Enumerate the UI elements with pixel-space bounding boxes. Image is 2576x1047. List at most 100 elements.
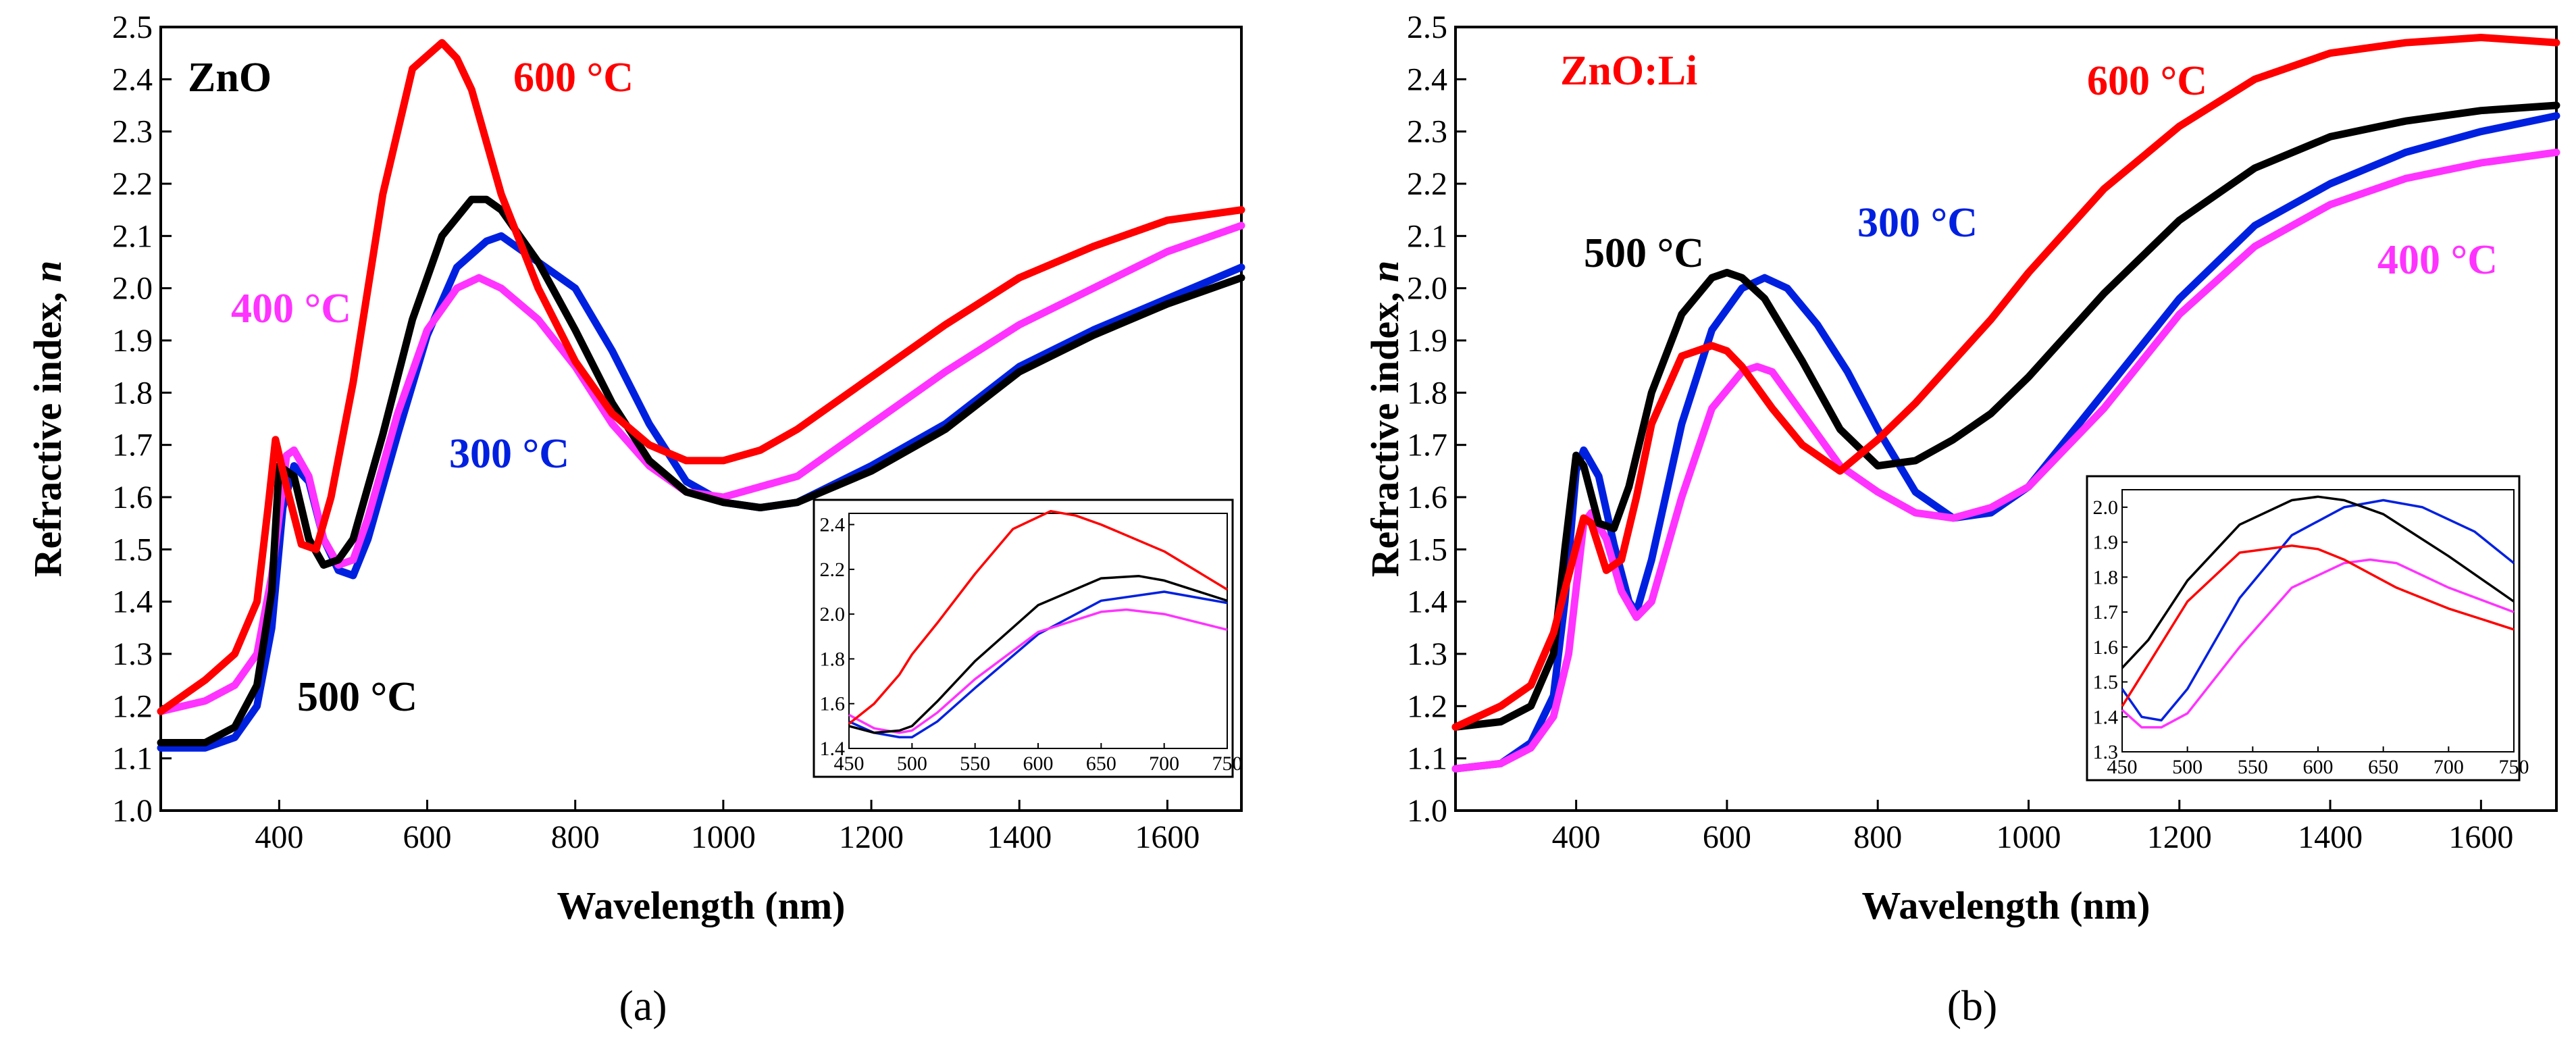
inset-y-tick-label: 1.8: [820, 648, 846, 670]
y-tick-label: 2.2: [112, 166, 153, 202]
y-tick-label: 2.2: [1407, 166, 1447, 202]
y-tick-label: 2.4: [112, 61, 153, 97]
inset-x-tick-label: 500: [2172, 756, 2203, 778]
y-tick-label: 1.2: [1407, 688, 1447, 724]
inset-x-tick-label: 650: [2368, 756, 2398, 778]
panel-b: 1.0 1.1 1.2 1.3 1.4 1.5 1.6 1.7 1.8 1.9 2.0 2.1 2.2 2…: [1363, 9, 2560, 1029]
y-tick-label: 2.3: [112, 114, 153, 150]
y-tick-label: 1.3: [1407, 636, 1447, 672]
inset-x-tick-label: 600: [2303, 756, 2334, 778]
x-axis: 400 600 800 1000 1200 1400 1600: [1552, 800, 2513, 855]
chart-title: ZnO: [188, 55, 272, 101]
y-axis-title: Refractive index, n: [26, 261, 70, 578]
y-tick-label: 2.1: [1407, 218, 1447, 254]
x-tick-label: 600: [1703, 819, 1751, 855]
inset-series-line-600-c: [848, 509, 1228, 725]
inset-x-tick-label: 450: [2107, 756, 2138, 778]
inset-y-tick-label: 1.4: [820, 738, 846, 760]
chart-title: ZnO:Li: [1560, 48, 1697, 94]
annotation-500: 500 °C: [297, 674, 417, 720]
y-axis: 1.0 1.1 1.2 1.3 1.4 1.5 1.6 1.7 1.8 1.9 2.0 2.1 2.2 2…: [1407, 9, 1466, 829]
inset-y-tick-label: 1.7: [2093, 601, 2119, 623]
y-tick-label: 1.5: [112, 532, 153, 567]
panel-label: (b): [1947, 981, 1998, 1029]
inset-frame: [813, 499, 1234, 778]
y-tick-label: 1.4: [112, 584, 153, 620]
y-tick-label: 1.7: [1407, 428, 1447, 463]
inset-x-tick-label: 500: [897, 752, 927, 775]
y-tick-label: 1.9: [112, 323, 153, 359]
y-tick-label: 1.0: [1407, 793, 1447, 829]
series-line-500-c: [1451, 101, 2560, 731]
y-axis: 1.0 1.1 1.2 1.3 1.4 1.5 1.6 1.7 1.8 1.9 2.0 2.1 2.2 2…: [112, 9, 172, 829]
x-tick-label: 800: [1853, 819, 1902, 855]
inset-y-tick-label: 2.0: [2093, 496, 2119, 519]
y-tick-label: 2.5: [112, 9, 153, 45]
x-tick-label: 1000: [1996, 819, 2061, 855]
y-tick-label: 1.0: [112, 793, 153, 829]
inset-x-tick-label: 550: [2238, 756, 2268, 778]
y-tick-label: 2.5: [1407, 9, 1447, 45]
x-tick-label: 1600: [2448, 819, 2513, 855]
y-tick-label: 1.4: [1407, 584, 1447, 620]
inset-x-tick-label: 700: [2433, 756, 2464, 778]
x-tick-label: 1400: [2298, 819, 2363, 855]
inset-series-line-300-c: [2121, 499, 2515, 722]
annotation-300: 300 °C: [1857, 200, 1978, 246]
inset-y-tick-label: 2.4: [820, 514, 846, 536]
y-tick-label: 1.9: [1407, 323, 1447, 359]
y-tick-label: 1.7: [112, 428, 153, 463]
inset-x-tick-label: 550: [960, 752, 990, 775]
inset-y-tick-label: 1.6: [2093, 636, 2119, 659]
panel-label: (a): [619, 981, 667, 1029]
x-tick-label: 1000: [691, 819, 756, 855]
inset-frame: [2086, 475, 2521, 782]
x-tick-label: 1600: [1135, 819, 1200, 855]
y-axis-title-symbol: n: [26, 261, 70, 282]
y-tick-label: 1.8: [112, 375, 153, 411]
y-tick-label: 1.3: [112, 636, 153, 672]
x-tick-label: 1200: [839, 819, 904, 855]
inset-chart: 1.3 1.4 1.5 1.6 1.7 1.8 1.9 2.0 450 500 550 600 650 7…: [2086, 475, 2529, 782]
y-tick-label: 1.6: [1407, 480, 1447, 515]
inset-x-tick-label: 450: [834, 752, 865, 775]
annotation-600: 600 °C: [513, 55, 634, 101]
inset-x-tick-label: 600: [1023, 752, 1054, 775]
inset-series-line-500-c: [848, 575, 1228, 734]
y-tick-label: 1.1: [112, 741, 153, 777]
inset-y-tick-label: 1.5: [2093, 671, 2119, 694]
inset-y-tick-label: 1.3: [2093, 741, 2119, 763]
y-tick-label: 2.0: [1407, 271, 1447, 307]
inset-series-line-500-c: [2121, 495, 2515, 669]
series-group: [157, 39, 1245, 752]
y-axis-title-main: Refractive index,: [1363, 282, 1407, 577]
x-tick-label: 800: [551, 819, 600, 855]
y-tick-label: 1.2: [112, 688, 153, 724]
inset-chart: 1.4 1.6 1.8 2.0 2.2 2.4 450 500 550 600 650 700 750: [813, 499, 1243, 778]
inset-x-tick-label: 750: [1212, 752, 1243, 775]
annotation-400: 400 °C: [2377, 237, 2498, 283]
y-axis-title-symbol: n: [1363, 261, 1407, 282]
series-group: [1451, 34, 2560, 773]
annotation-600: 600 °C: [2087, 58, 2207, 104]
series-line-600-c: [1451, 34, 2560, 731]
series-line-600-c: [157, 39, 1245, 715]
x-tick-label: 400: [1552, 819, 1601, 855]
series-line-400-c: [1451, 149, 2560, 773]
inset-y-tick-label: 1.8: [2093, 566, 2119, 588]
x-axis-title: Wavelength (nm): [557, 884, 846, 927]
annotation-400: 400 °C: [231, 286, 351, 332]
inset-x-tick-label: 750: [2499, 756, 2529, 778]
inset-y-tick-label: 2.2: [820, 559, 846, 581]
inset-y-tick-label: 1.4: [2093, 706, 2119, 728]
inset-x-tick-label: 650: [1086, 752, 1116, 775]
y-tick-label: 2.4: [1407, 61, 1447, 97]
inset-y-tick-label: 2.0: [820, 603, 846, 625]
inset-series-line-300-c: [848, 590, 1228, 739]
plot-frame: [159, 26, 1243, 812]
inset-x-tick-label: 700: [1149, 752, 1179, 775]
x-tick-label: 600: [403, 819, 452, 855]
x-tick-label: 400: [255, 819, 303, 855]
y-tick-label: 1.6: [112, 480, 153, 515]
